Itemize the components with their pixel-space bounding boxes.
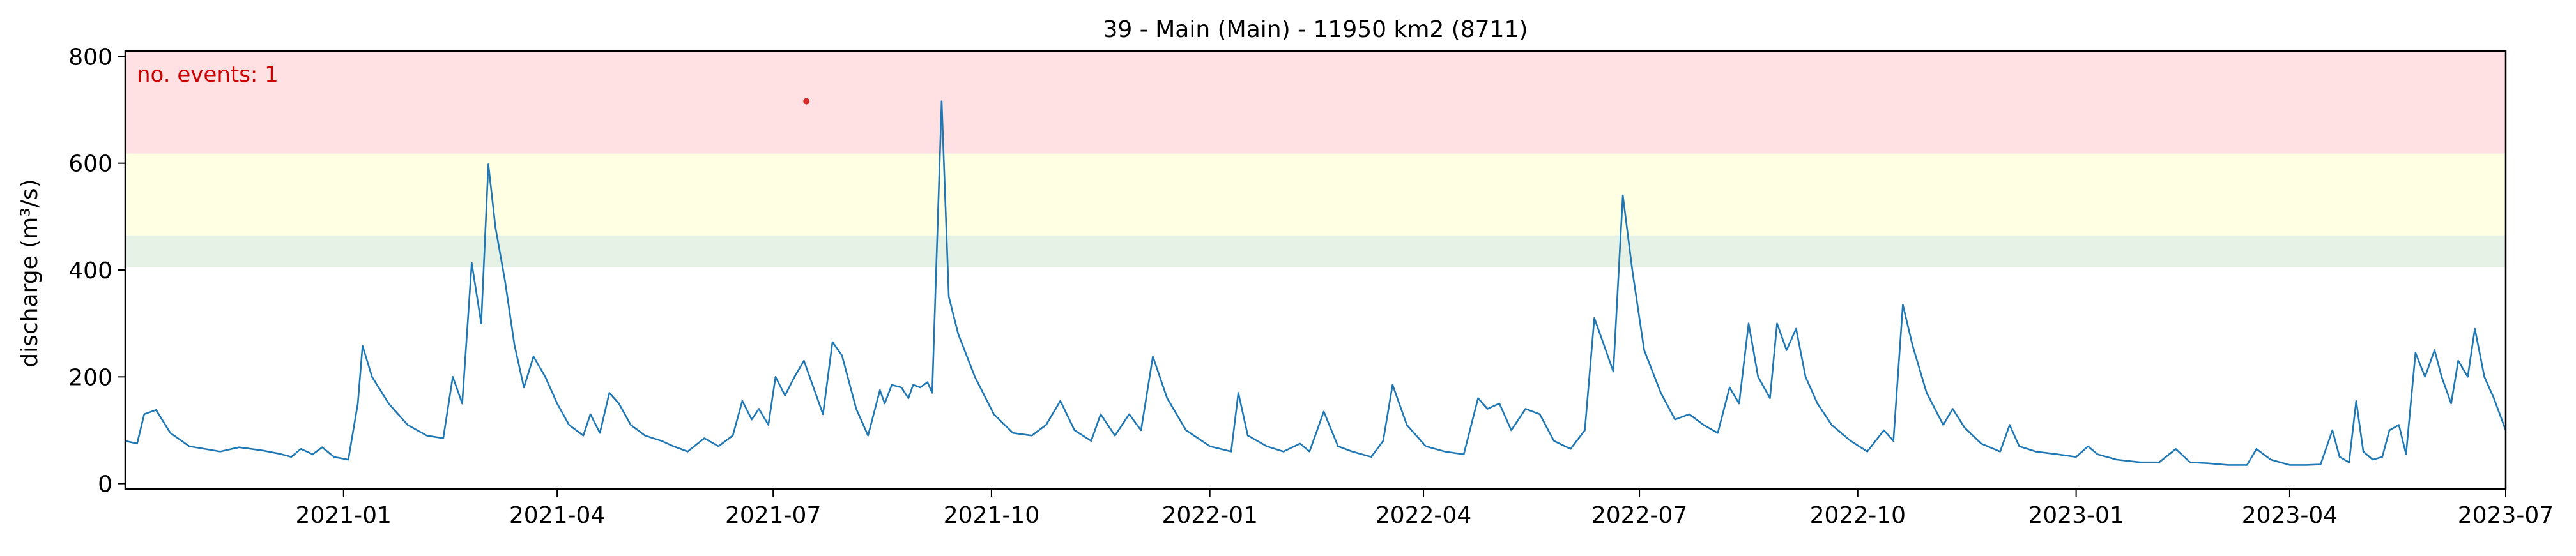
x-tick-label: 2023-04 (2242, 502, 2338, 529)
y-tick-label: 200 (68, 364, 112, 391)
y-axis: 0 200 400 600 800 (68, 44, 125, 498)
x-tick-label: 2023-01 (2028, 502, 2124, 529)
threshold-band-0 (125, 235, 2506, 267)
x-tick-label: 2021-07 (725, 502, 821, 529)
discharge-series-line (125, 100, 2507, 466)
x-tick-label: 2021-04 (509, 502, 605, 529)
y-tick-label: 800 (68, 44, 112, 70)
x-tick-label: 2021-01 (296, 502, 392, 529)
events-annotation: no. events: 1 (137, 62, 279, 87)
x-tick-label: 2022-07 (1591, 502, 1687, 529)
threshold-band-1 (125, 153, 2506, 236)
threshold-bands (125, 51, 2506, 267)
chart-title: 39 - Main (Main) - 11950 km2 (8711) (1103, 17, 1528, 43)
x-tick-label: 2022-01 (1162, 502, 1257, 529)
x-tick-label: 2022-04 (1376, 502, 1471, 529)
plot-frame (124, 50, 2507, 490)
x-tick-label: 2022-10 (1810, 502, 1906, 529)
y-tick-label: 400 (68, 258, 112, 284)
x-tick-label: 2021-10 (944, 502, 1039, 529)
y-tick-label: 600 (68, 151, 112, 177)
threshold-band-2 (125, 51, 2506, 154)
x-axis: 2021-01 2021-04 2021-07 2021-10 2022-01 2022-… (296, 489, 2554, 529)
x-tick-label: 2023-07 (2458, 502, 2554, 529)
y-tick-label: 0 (98, 472, 112, 498)
event-markers (803, 98, 810, 105)
y-axis-label: discharge (m³/s) (17, 179, 43, 367)
event-point (803, 98, 810, 105)
